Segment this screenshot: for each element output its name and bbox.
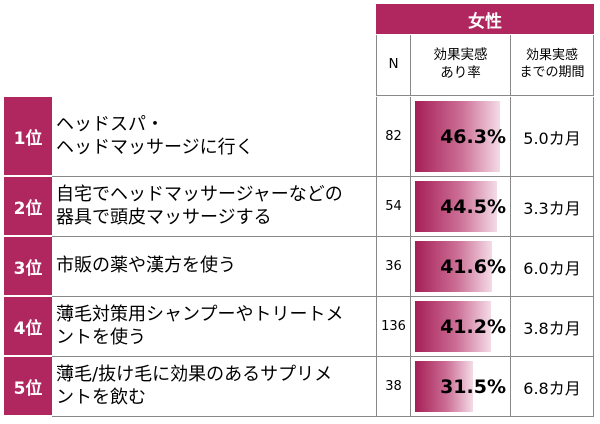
rate-cell: 41.2%	[411, 297, 511, 357]
row-label: 薄毛/抜け毛に効果のあるサプリメ ントを飲む	[52, 357, 376, 417]
header-n: N	[376, 35, 411, 95]
header-divider	[376, 95, 594, 96]
row-label-line: ヘッドスパ・	[56, 114, 164, 135]
rate-bar	[415, 101, 501, 172]
header-female: 女性	[376, 4, 594, 34]
row-label-line: 薄毛対策用シャンプーやトリートメ	[56, 304, 344, 325]
rank-badge: 3位	[4, 237, 52, 297]
rate-cell: 31.5%	[411, 357, 511, 417]
header-period-line1: 効果実感	[525, 48, 578, 64]
rate-value: 44.5%	[440, 195, 506, 218]
rate-bar	[415, 301, 491, 352]
period-value: 6.0カ月	[511, 237, 594, 297]
row-label-line: 薄毛/抜け毛に効果のあるサプリメ	[56, 364, 333, 385]
rate-value: 31.5%	[440, 375, 506, 398]
period-value: 3.8カ月	[511, 297, 594, 357]
rate-cell: 46.3%	[411, 97, 511, 177]
row-label-line: ントを飲む	[56, 386, 146, 408]
n-value: 38	[376, 357, 411, 417]
header-period: 効果実感 までの期間	[511, 35, 594, 95]
row-label: 市販の薬や漢方を使う	[52, 237, 376, 297]
rate-bar	[415, 241, 492, 292]
rate-value: 41.6%	[440, 255, 506, 278]
rate-cell: 44.5%	[411, 177, 511, 237]
period-value: 5.0カ月	[511, 97, 594, 177]
rate-value: 41.2%	[440, 315, 506, 338]
row-label-text: ヘッドスパ・ ヘッドマッサージに行く	[56, 114, 254, 159]
row-label-text: 薄毛対策用シャンプーやトリートメ ントを使う	[56, 304, 343, 349]
row-label-line: 器具で頭皮マッサージする	[56, 206, 272, 228]
n-value: 82	[376, 97, 411, 177]
row-label-line: ントを使う	[56, 326, 146, 348]
rank-badge: 5位	[4, 357, 52, 417]
header-rate: 効果実感 あり率	[411, 35, 511, 95]
row-label-line: 自宅でヘッドマッサージャーなどの	[56, 184, 343, 205]
rate-bar	[415, 181, 497, 232]
header-rate-line1: 効果実感	[433, 47, 488, 64]
header-rate-line2: あり率	[440, 65, 481, 81]
n-value: 136	[376, 297, 411, 357]
row-label-text: 薄毛/抜け毛に効果のあるサプリメ ントを飲む	[56, 364, 332, 409]
rate-value: 46.3%	[440, 125, 506, 148]
rate-bar	[415, 361, 473, 412]
row-label-text: 自宅でヘッドマッサージャーなどの 器具で頭皮マッサージする	[56, 184, 343, 229]
row-label: 薄毛対策用シャンプーやトリートメ ントを使う	[52, 297, 376, 357]
rank-badge: 4位	[4, 297, 52, 357]
n-value: 54	[376, 177, 411, 237]
rate-cell: 41.6%	[411, 237, 511, 297]
row-label: 自宅でヘッドマッサージャーなどの 器具で頭皮マッサージする	[52, 177, 376, 237]
period-value: 6.8カ月	[511, 357, 594, 417]
row-label-text: 市販の薬や漢方を使う	[56, 255, 236, 278]
header-period-line2: までの期間	[519, 65, 585, 80]
rank-badge: 2位	[4, 177, 52, 237]
rank-badge: 1位	[4, 97, 52, 177]
row-label: ヘッドスパ・ ヘッドマッサージに行く	[52, 97, 376, 177]
n-value: 36	[376, 237, 411, 297]
period-value: 3.3カ月	[511, 177, 594, 237]
row-label-line: ヘッドマッサージに行く	[56, 136, 254, 158]
row-label-line: 市販の薬や漢方を使う	[56, 255, 236, 277]
